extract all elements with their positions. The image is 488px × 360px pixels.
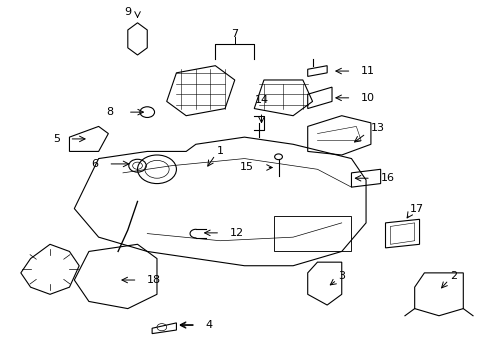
Text: 2: 2: [449, 271, 456, 282]
Text: 3: 3: [338, 271, 345, 282]
Text: 18: 18: [147, 275, 161, 285]
Text: 15: 15: [240, 162, 254, 172]
Text: 16: 16: [380, 173, 394, 183]
Text: 10: 10: [361, 93, 374, 103]
Text: 1: 1: [216, 147, 223, 157]
Text: 9: 9: [124, 7, 131, 17]
Text: 12: 12: [229, 228, 244, 238]
Text: 11: 11: [361, 66, 374, 76]
Text: 7: 7: [231, 28, 238, 39]
Text: 6: 6: [91, 159, 99, 169]
Text: 5: 5: [53, 134, 60, 144]
Text: 8: 8: [106, 107, 113, 117]
Text: 13: 13: [370, 123, 384, 133]
Text: 17: 17: [409, 203, 423, 213]
Text: 14: 14: [254, 95, 268, 105]
Text: 4: 4: [205, 320, 212, 330]
